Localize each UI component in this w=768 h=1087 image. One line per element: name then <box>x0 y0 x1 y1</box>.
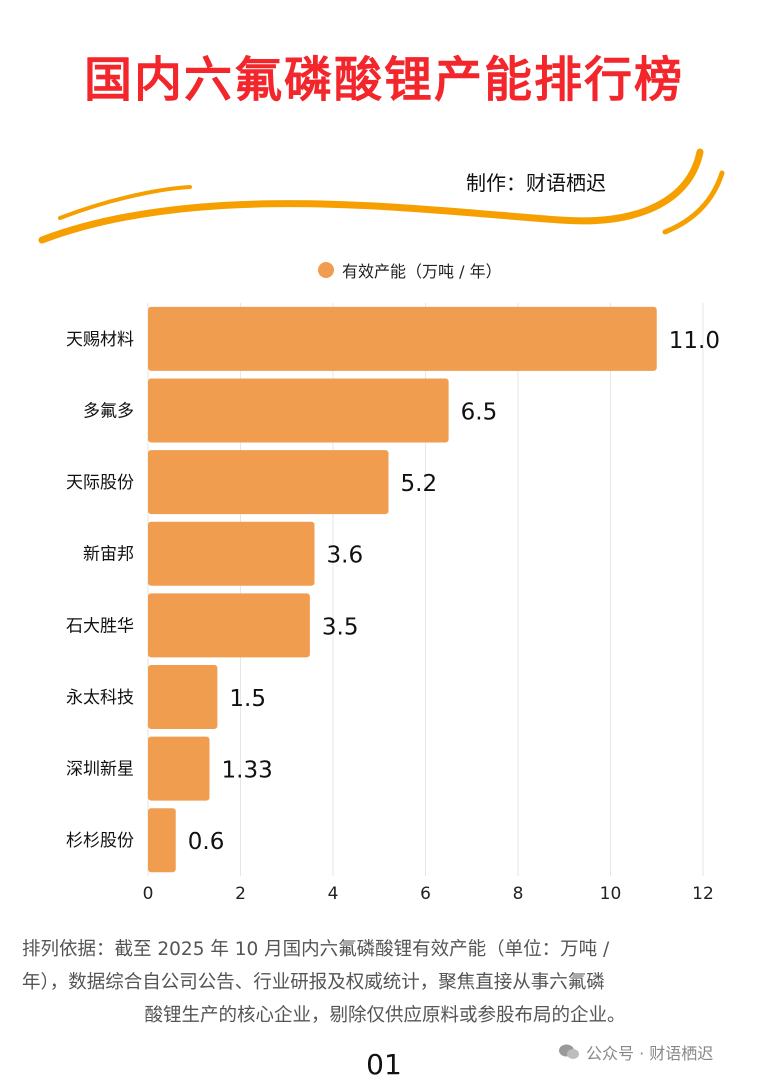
x-tick-label: 0 <box>143 884 154 904</box>
category-label: 天赐材料 <box>66 330 134 350</box>
x-tick-label: 2 <box>235 884 246 904</box>
bar <box>148 736 210 801</box>
data-label: 6.5 <box>461 399 498 425</box>
data-label: 1.33 <box>222 758 273 784</box>
notes-text: 排列依据：截至 2025 年 10 月国内六氟磷酸锂有效产能（单位：万吨 / 年… <box>22 933 748 1032</box>
bar <box>148 450 389 515</box>
category-label: 石大胜华 <box>66 616 134 636</box>
data-label: 5.2 <box>401 471 438 497</box>
x-tick-label: 4 <box>328 884 339 904</box>
wechat-icon <box>559 1044 579 1059</box>
bar-chart: 0 2 4 6 8 10 12 天赐材料 11.0 多氟多 6.5 天际股份 5.2 新宙邦 3.6 石大胜华… <box>66 303 720 904</box>
chart-legend: 有效产能（万吨 / 年） <box>318 258 502 282</box>
data-label: 0.6 <box>188 829 225 855</box>
watermark: 公众号 · 财语栖迟 <box>558 1040 713 1064</box>
page-title: 国内六氟磷酸锂产能排行榜 <box>83 52 684 108</box>
bar <box>148 521 315 586</box>
category-label: 杉杉股份 <box>66 831 134 851</box>
legend-swatch <box>318 262 334 278</box>
category-label: 深圳新星 <box>66 760 134 780</box>
data-label: 3.6 <box>327 543 364 569</box>
decorative-swoosh <box>38 148 725 244</box>
author-credit: 制作：财语栖迟 <box>466 171 606 195</box>
bar <box>148 664 218 729</box>
category-label: 永太科技 <box>66 688 134 708</box>
data-label: 11.0 <box>669 328 720 354</box>
x-tick-label: 10 <box>600 884 622 904</box>
category-label: 天际股份 <box>66 473 134 493</box>
bar <box>148 378 449 443</box>
data-label: 1.5 <box>229 686 266 712</box>
bar <box>148 593 310 658</box>
bar <box>148 808 176 873</box>
bar <box>148 306 657 371</box>
notes-line-2: 年），数据综合自公司公告、行业研报及权威统计，聚焦直接从事六氟磷 <box>22 972 605 993</box>
notes-line-1: 排列依据：截至 2025 年 10 月国内六氟磷酸锂有效产能（单位：万吨 / <box>22 939 610 960</box>
page-number: 01 <box>366 1048 402 1081</box>
x-tick-label: 8 <box>513 884 524 904</box>
watermark-text: 公众号 · 财语栖迟 <box>586 1044 714 1063</box>
legend-label: 有效产能（万吨 / 年） <box>342 262 502 281</box>
notes-line-3: 酸锂生产的核心企业，剔除仅供应原料或参股布局的企业。 <box>144 1005 626 1026</box>
x-tick-label: 6 <box>420 884 431 904</box>
category-label: 多氟多 <box>83 401 134 421</box>
x-tick-label: 12 <box>692 884 714 904</box>
data-label: 3.5 <box>322 614 359 640</box>
category-label: 新宙邦 <box>83 545 134 565</box>
